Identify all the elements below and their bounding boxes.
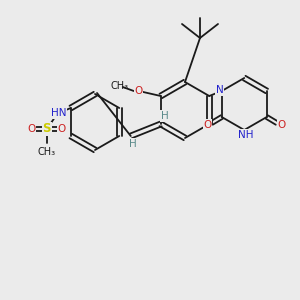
Text: NH: NH — [238, 130, 254, 140]
Text: O: O — [28, 124, 36, 134]
Text: N: N — [216, 85, 224, 95]
Text: HN: HN — [51, 108, 67, 118]
Text: H: H — [161, 111, 169, 121]
Text: O: O — [278, 120, 286, 130]
Text: CH₃: CH₃ — [38, 147, 56, 157]
Text: O: O — [135, 86, 143, 96]
Text: CH₃: CH₃ — [111, 81, 129, 91]
Text: S: S — [43, 122, 51, 136]
Text: O: O — [204, 120, 212, 130]
Text: O: O — [58, 124, 66, 134]
Text: H: H — [129, 139, 136, 149]
